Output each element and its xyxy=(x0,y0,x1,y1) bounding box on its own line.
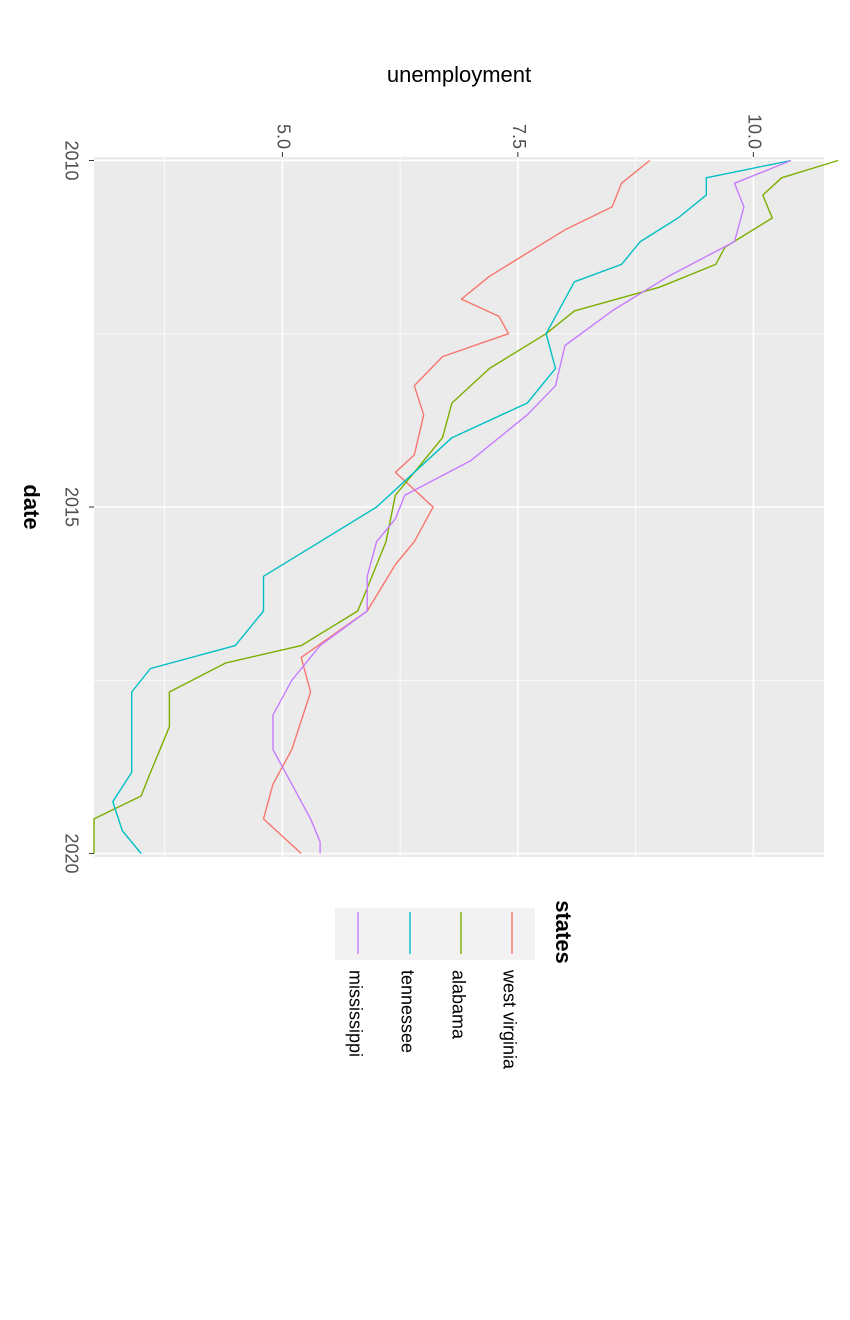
y-axis-title: unemployment xyxy=(387,62,531,87)
y-tick-label: 7.5 xyxy=(509,124,529,149)
legend-label-alabama: alabama xyxy=(448,970,468,1040)
grid xyxy=(94,157,824,857)
legend-label-mississippi: mississippi xyxy=(345,970,365,1057)
legend-label-tennessee: tennessee xyxy=(397,970,417,1053)
axis-titles: unemployment date xyxy=(19,62,531,530)
series-line-tennessee xyxy=(112,159,792,854)
y-tick-label: 5.0 xyxy=(274,124,294,149)
legend-title: states xyxy=(551,900,576,964)
x-tick-label: 2010 xyxy=(61,140,81,180)
axis-ticks: 2010 2015 2020 5.0 7.5 10.0 xyxy=(61,114,764,874)
legend-label-west-virginia: west virginia xyxy=(499,969,519,1070)
x-tick-label: 2015 xyxy=(61,487,81,527)
x-axis-title: date xyxy=(19,484,44,529)
x-tick-label: 2020 xyxy=(61,834,81,874)
legend-key-background xyxy=(335,908,535,960)
series-line-mississippi xyxy=(272,159,792,854)
series-line-west-virginia xyxy=(262,159,651,855)
legend: states west virginia alabama tennessee missi… xyxy=(335,900,576,1070)
y-tick-label: 10.0 xyxy=(745,114,765,149)
series-lines xyxy=(93,159,839,855)
